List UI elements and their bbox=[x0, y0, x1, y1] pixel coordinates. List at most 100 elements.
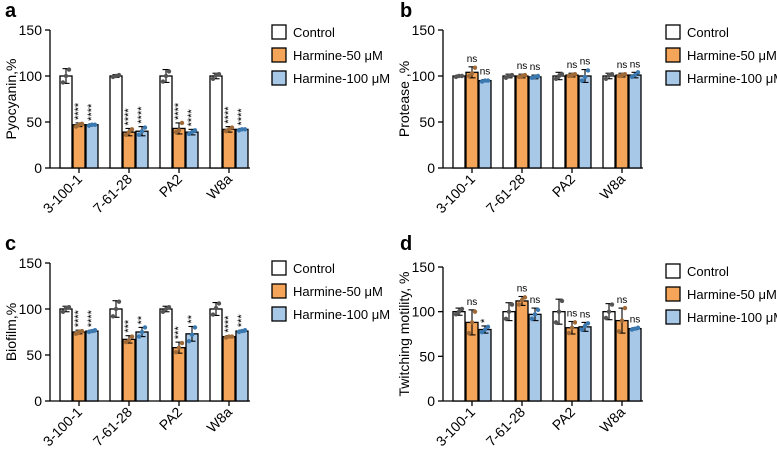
bar bbox=[222, 128, 236, 169]
x-tick-label: PA2 bbox=[549, 404, 578, 433]
significance-label: ns bbox=[580, 57, 591, 68]
bar bbox=[159, 75, 173, 169]
data-point bbox=[186, 339, 192, 344]
data-point bbox=[92, 122, 98, 127]
y-tick-label: 100 bbox=[19, 301, 43, 317]
data-point bbox=[110, 314, 116, 319]
bar bbox=[615, 74, 629, 169]
data-point bbox=[579, 78, 585, 83]
data-point bbox=[123, 132, 129, 138]
significance-label: **** bbox=[136, 106, 148, 124]
significance-label: **** bbox=[173, 102, 185, 120]
y-tick-label: 100 bbox=[412, 68, 436, 84]
x-tick-label: 7-61-28 bbox=[90, 171, 136, 217]
data-point bbox=[216, 71, 222, 77]
bar bbox=[72, 124, 86, 169]
data-point bbox=[210, 76, 216, 81]
legend-label: Control bbox=[293, 261, 335, 276]
legend-label: Harmine-100 μM bbox=[293, 71, 390, 86]
data-point bbox=[582, 323, 588, 329]
data-point bbox=[229, 334, 235, 339]
bar bbox=[135, 331, 149, 402]
bar bbox=[528, 313, 542, 402]
bar bbox=[515, 300, 529, 402]
data-point bbox=[572, 71, 578, 77]
data-point bbox=[116, 72, 122, 78]
data-point bbox=[242, 327, 248, 333]
data-point bbox=[166, 69, 172, 74]
y-tick-label: 50 bbox=[26, 347, 42, 363]
data-point bbox=[619, 318, 625, 323]
legend-label: Harmine-50 μM bbox=[293, 284, 383, 299]
legend-swatch bbox=[271, 70, 287, 86]
x-tick-label: 7-61-28 bbox=[483, 171, 529, 217]
data-point bbox=[572, 320, 578, 325]
legend-swatch bbox=[271, 283, 287, 299]
y-tick-label: 0 bbox=[427, 393, 435, 409]
significance-label: ns bbox=[617, 295, 628, 306]
data-point bbox=[459, 306, 465, 312]
bar bbox=[628, 74, 642, 169]
legend-label: Control bbox=[293, 25, 335, 40]
data-point bbox=[535, 73, 541, 79]
legend-label: Harmine-100 μM bbox=[687, 71, 777, 86]
data-point bbox=[66, 304, 72, 310]
legend-swatch bbox=[665, 47, 681, 63]
x-tick-label: 7-61-28 bbox=[483, 404, 529, 450]
x-tick-label: PA2 bbox=[549, 171, 578, 200]
x-tick-label: 3-100-1 bbox=[433, 171, 479, 217]
data-point bbox=[136, 132, 142, 138]
data-point bbox=[582, 74, 588, 80]
data-point bbox=[509, 72, 515, 78]
significance-label: ns bbox=[630, 315, 641, 326]
y-tick-label: 50 bbox=[419, 114, 435, 130]
data-point bbox=[126, 338, 132, 343]
data-point bbox=[603, 76, 609, 81]
data-point bbox=[585, 321, 591, 326]
bar bbox=[109, 75, 123, 169]
data-point bbox=[116, 299, 122, 304]
data-point bbox=[522, 295, 528, 300]
significance-label: **** bbox=[86, 103, 98, 121]
x-tick-label: 3-100-1 bbox=[433, 404, 479, 450]
significance-label: **** bbox=[236, 108, 248, 126]
significance-label: ns bbox=[580, 309, 591, 320]
data-point bbox=[472, 65, 478, 70]
y-tick-label: 50 bbox=[26, 114, 42, 130]
significance-label: ** bbox=[136, 315, 148, 324]
significance-label: ns bbox=[467, 54, 478, 65]
data-point bbox=[176, 345, 182, 350]
bar bbox=[222, 335, 236, 402]
data-point bbox=[160, 309, 166, 314]
bar bbox=[552, 311, 566, 402]
data-point bbox=[553, 76, 559, 81]
bar bbox=[452, 311, 466, 402]
significance-label: * bbox=[479, 318, 491, 323]
data-point bbox=[635, 70, 641, 75]
legend: Control Harmine-50 μM Harmine-100 μM bbox=[665, 24, 777, 86]
significance-label: ns bbox=[480, 67, 491, 78]
data-point bbox=[456, 309, 462, 314]
data-point bbox=[192, 325, 198, 330]
data-point bbox=[559, 71, 565, 77]
data-point bbox=[66, 67, 72, 72]
data-point bbox=[163, 73, 169, 79]
bar bbox=[122, 131, 136, 169]
data-point bbox=[192, 128, 198, 133]
data-point bbox=[166, 304, 172, 310]
bar bbox=[628, 327, 642, 402]
y-axis-label: Protease ,% bbox=[396, 61, 412, 137]
bar bbox=[59, 308, 73, 402]
significance-label: ** bbox=[186, 314, 198, 323]
bar bbox=[72, 331, 86, 402]
data-point bbox=[556, 309, 562, 314]
data-point bbox=[632, 72, 638, 78]
significance-label: ns bbox=[467, 297, 478, 308]
y-tick-label: 100 bbox=[19, 68, 43, 84]
legend-label: Harmine-100 μM bbox=[687, 310, 777, 325]
data-point bbox=[472, 309, 478, 314]
data-point bbox=[506, 309, 512, 314]
data-point bbox=[179, 120, 185, 126]
